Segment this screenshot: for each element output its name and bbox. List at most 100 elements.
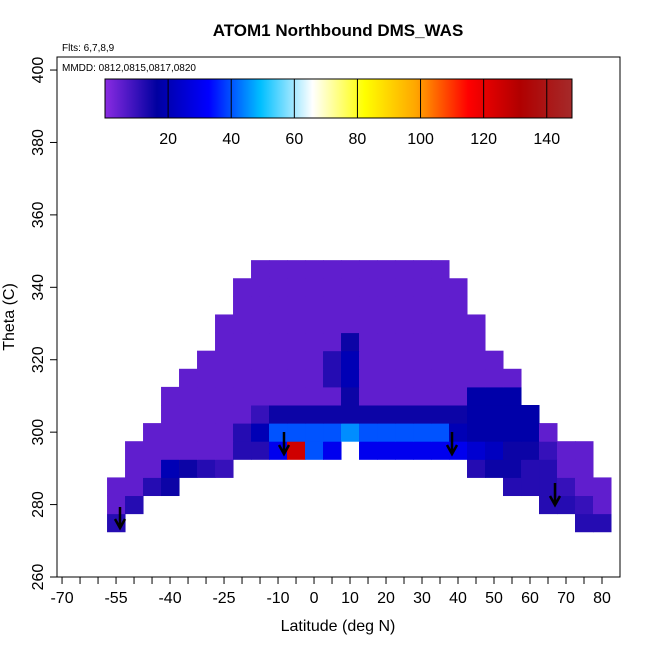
heatmap-cell (323, 296, 342, 315)
heatmap-cell (323, 314, 342, 334)
heatmap-cell (197, 404, 216, 424)
heatmap-cell (251, 278, 270, 297)
heatmap-cell (467, 368, 486, 388)
heatmap-cell (521, 423, 540, 442)
heatmap-cell (161, 423, 180, 442)
heatmap-cell (539, 423, 558, 442)
heatmap-cell (539, 477, 558, 497)
heatmap-cell (197, 386, 216, 406)
subtitle: Flts: 6,7,8,9 (62, 43, 115, 54)
y-tick-label: 360 (30, 201, 47, 228)
x-tick-label: -55 (104, 590, 127, 607)
heatmap-cell (449, 368, 468, 388)
heatmap-cell (431, 332, 450, 352)
heatmap-cell (215, 386, 234, 406)
heatmap-cell (431, 404, 450, 424)
heatmap-cell (521, 459, 540, 478)
heatmap-cell (161, 386, 180, 406)
heatmap-cell (215, 350, 234, 370)
heatmap-cell (557, 459, 576, 478)
heatmap-cell (377, 423, 396, 442)
heatmap-cell (359, 314, 378, 334)
heatmap-cell (305, 368, 324, 388)
x-tick-label: 50 (485, 590, 503, 607)
heatmap-cell (395, 386, 414, 406)
heatmap-cell (485, 404, 504, 424)
x-tick-label: 30 (413, 590, 431, 607)
heatmap-cell (485, 350, 504, 370)
heatmap-cell (593, 477, 612, 497)
heatmap-cell (503, 386, 522, 406)
heatmap-cell (251, 350, 270, 370)
heatmap-cell (341, 350, 360, 370)
heatmap-cell (269, 332, 288, 352)
x-tick-label: 20 (377, 590, 395, 607)
y-tick-label: 280 (30, 491, 47, 518)
heatmap-cell (197, 350, 216, 370)
heatmap-cell (107, 477, 126, 497)
heatmap-cell (251, 332, 270, 352)
heatmap-cell (215, 404, 234, 424)
heatmap-cell (305, 350, 324, 370)
heatmap-cell (539, 459, 558, 478)
heatmap-cell (431, 296, 450, 315)
heatmap-cell (377, 404, 396, 424)
flight-markers (113, 432, 562, 531)
heatmap-cell (341, 296, 360, 315)
heatmap-cell (467, 459, 486, 478)
heatmap-cell (287, 350, 306, 370)
heatmap-cell (179, 423, 198, 442)
heatmap-cell (377, 350, 396, 370)
colorbar-tick-label: 80 (349, 131, 367, 148)
heatmap-cell (179, 368, 198, 388)
heatmap-cell (269, 404, 288, 424)
heatmap-cell (197, 423, 216, 442)
heatmap-cell (287, 296, 306, 315)
heatmap-cell (233, 314, 252, 334)
heatmap-cell (521, 404, 540, 424)
heatmap-cell (323, 368, 342, 388)
heatmap-cell (359, 368, 378, 388)
heatmap-cell (449, 350, 468, 370)
heatmap-cell (485, 386, 504, 406)
heatmap-cell (449, 386, 468, 406)
arrow (113, 507, 127, 531)
heatmap-cell (395, 260, 414, 279)
heatmap-cell (323, 278, 342, 297)
heatmap-cell (269, 296, 288, 315)
heatmap-cell (431, 314, 450, 334)
heatmap-cell (287, 423, 306, 442)
heatmap-cell (377, 332, 396, 352)
colorbar (104, 78, 573, 119)
x-tick-label: 40 (449, 590, 467, 607)
arrow (548, 483, 562, 508)
heatmap-cell (359, 423, 378, 442)
plot-frame (56, 56, 621, 578)
heatmap-cell (377, 386, 396, 406)
heatmap-cell (503, 404, 522, 424)
y-tick-label: 400 (30, 57, 47, 84)
heatmap-cell (161, 404, 180, 424)
heatmap-cell (323, 386, 342, 406)
arrow (277, 432, 291, 457)
heatmap-cell (197, 441, 216, 460)
heatmap-cell (395, 332, 414, 352)
heatmap-cell (449, 441, 468, 460)
heatmap-cell (215, 441, 234, 460)
heatmap-cell (287, 332, 306, 352)
heatmap-cell (233, 386, 252, 406)
heatmap-cell (269, 278, 288, 297)
heatmap-cell (233, 332, 252, 352)
heatmap-cell (269, 386, 288, 406)
heatmap-cell (305, 386, 324, 406)
heatmap-cell (251, 404, 270, 424)
heatmap-cell (413, 350, 432, 370)
heatmap-cell (107, 495, 126, 515)
heatmap-cell (251, 441, 270, 460)
heatmap-cell (521, 477, 540, 497)
colorbar-tick-label: 20 (159, 131, 177, 148)
y-tick-label: 320 (30, 346, 47, 373)
x-axis-label: Latitude (deg N) (281, 618, 396, 635)
heatmap-cell (521, 441, 540, 460)
